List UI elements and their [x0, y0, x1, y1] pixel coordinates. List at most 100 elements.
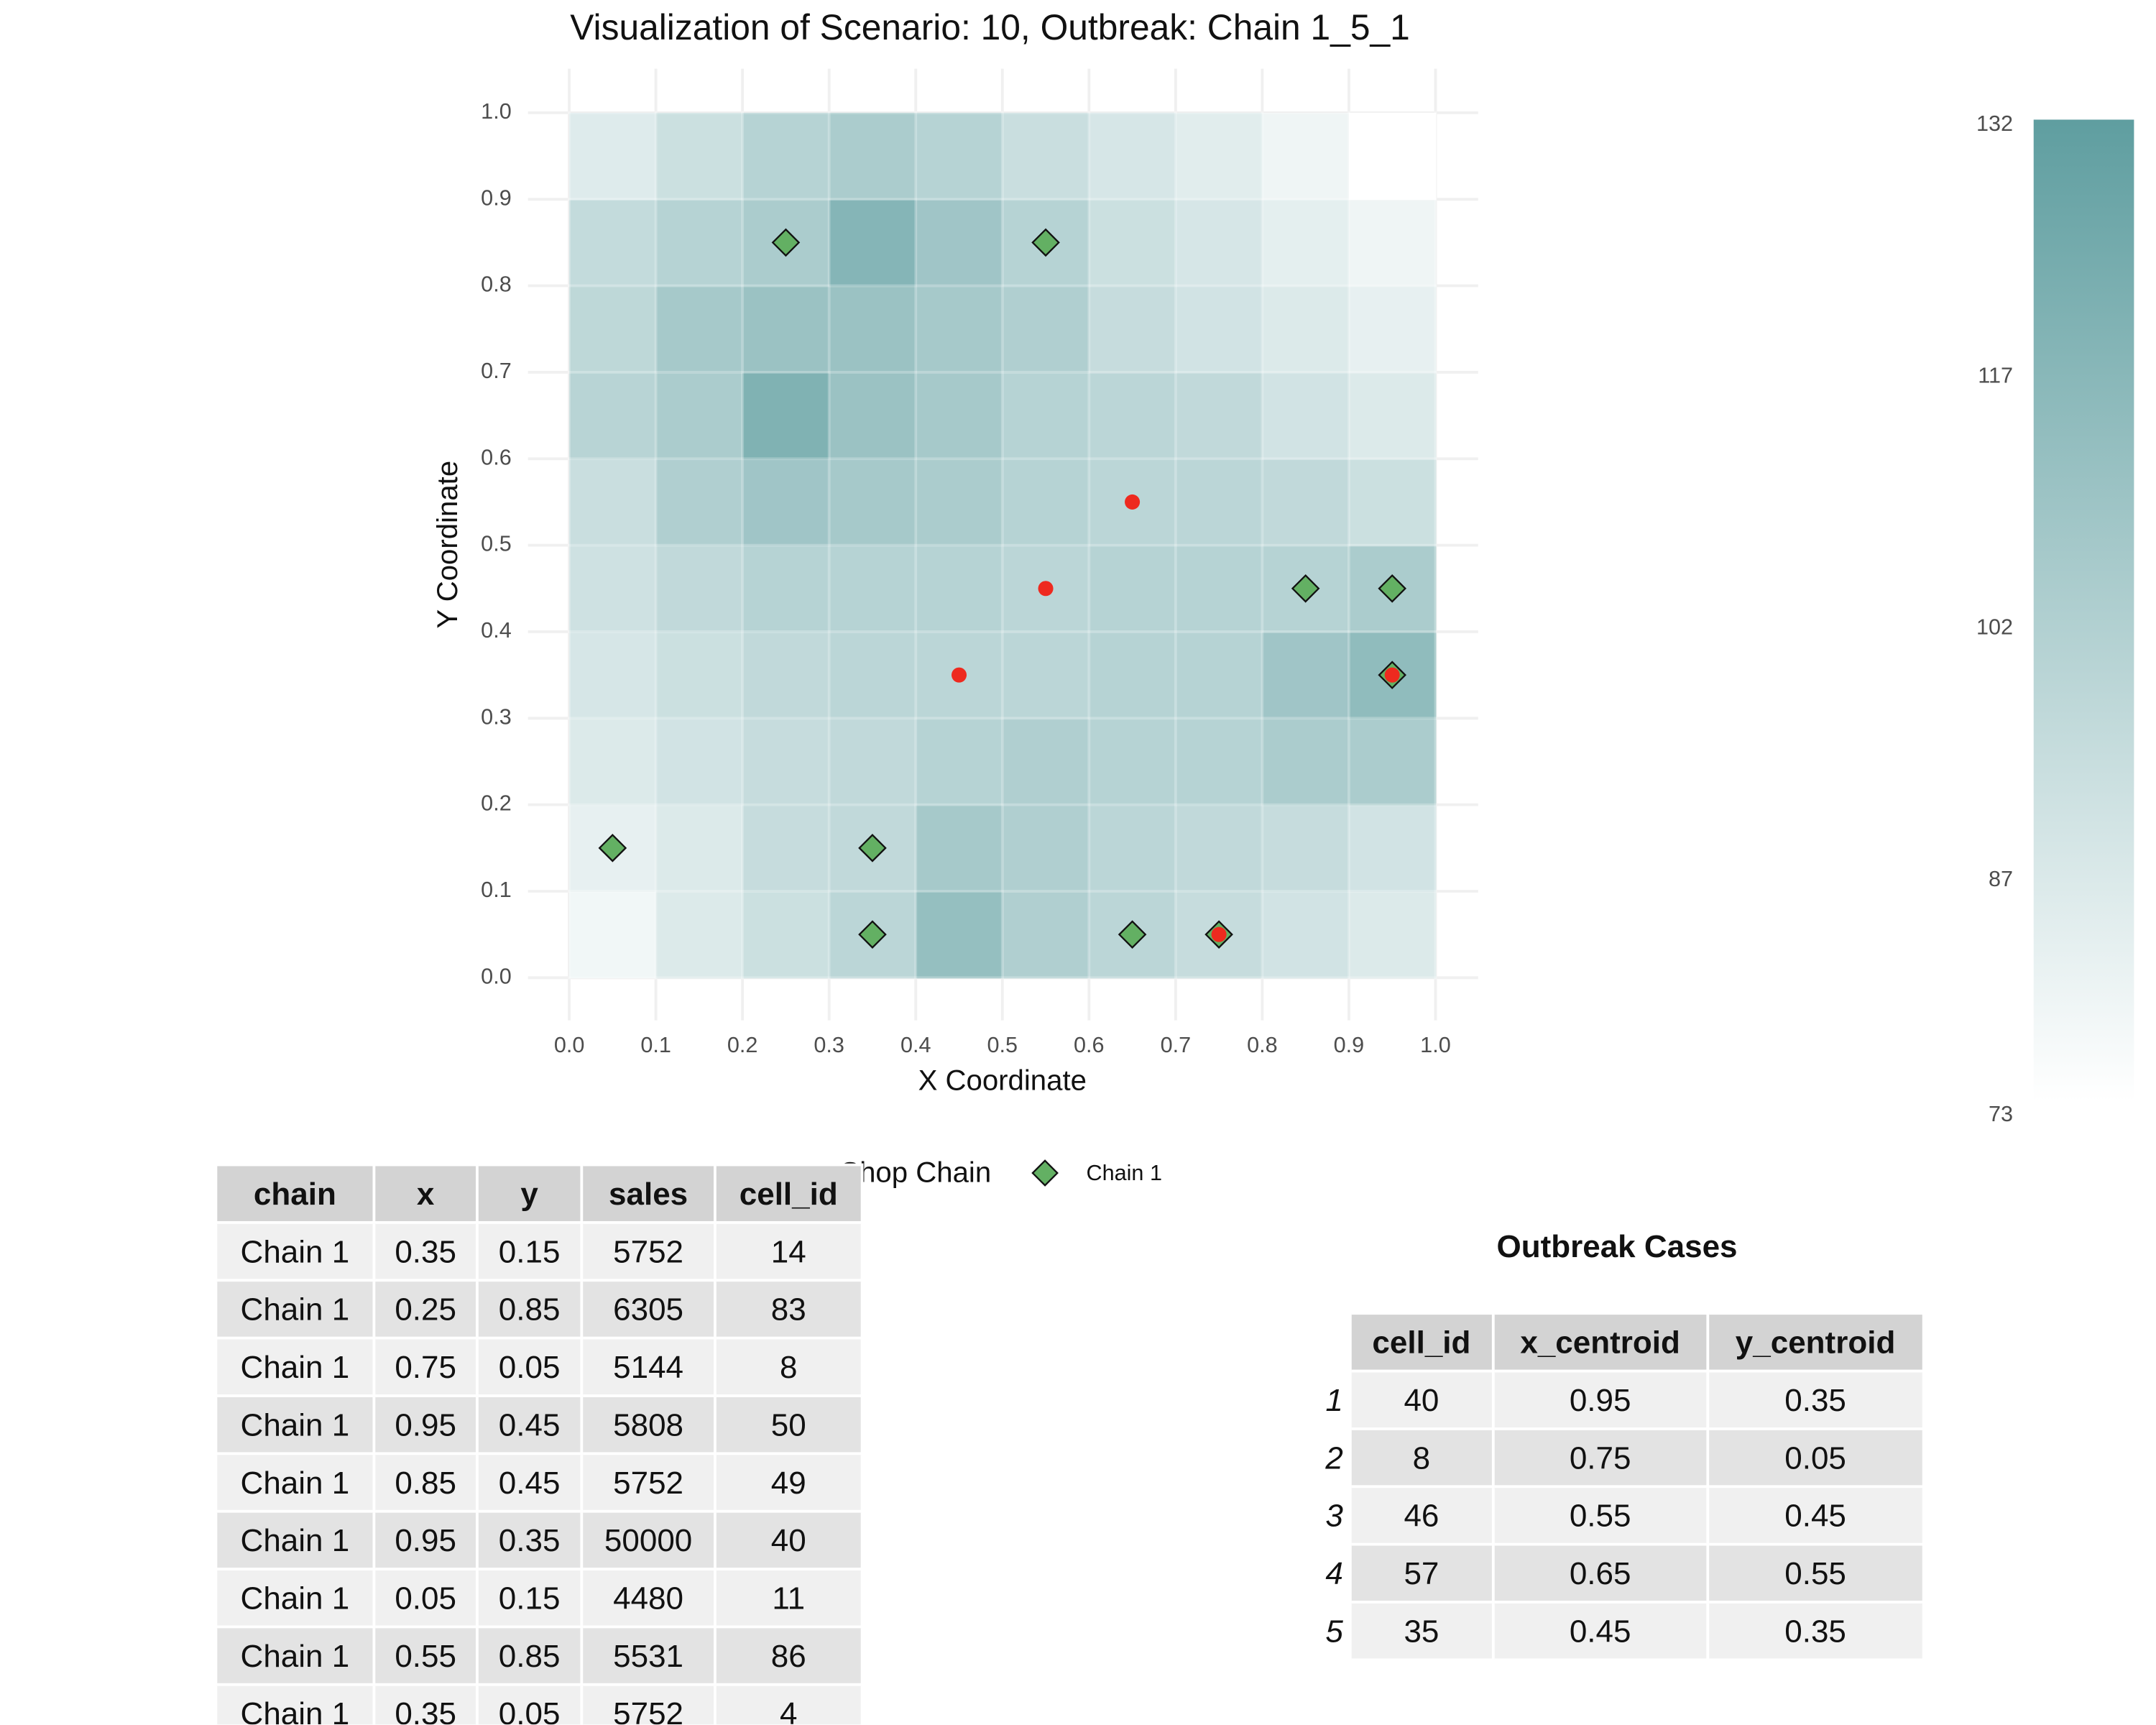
shop-point	[1031, 228, 1060, 257]
heatmap-cell	[655, 372, 744, 460]
heatmap-cell	[1089, 372, 1176, 460]
heatmap-cell	[1262, 459, 1350, 546]
table-row: Chain 1 0.75 0.05 5144 8	[214, 1336, 864, 1397]
heatmap-cell	[829, 718, 917, 806]
table-cell: Chain 1	[214, 1220, 376, 1282]
table-cell: 8	[713, 1336, 864, 1397]
heatmap-cell	[742, 631, 830, 719]
heatmap-cell	[1348, 372, 1437, 460]
table-row: Chain 1 0.35 0.05 5752 4	[214, 1683, 864, 1725]
heatmap-cell	[655, 631, 744, 719]
y-tick-label: 0.7	[481, 359, 512, 383]
y-tick-label: 0.4	[481, 618, 512, 643]
heatmap-cell	[1348, 459, 1437, 546]
row-name: 5	[1317, 1601, 1352, 1662]
corner	[1317, 1312, 1352, 1373]
y-tick-label: 0.6	[481, 445, 512, 469]
table-row: Chain 1 0.25 0.85 6305 83	[214, 1279, 864, 1340]
table-cell: Chain 1	[214, 1509, 376, 1570]
table-cell: 5144	[580, 1336, 717, 1397]
chart-title: Visualization of Scenario: 10, Outbreak:…	[570, 7, 1410, 47]
x-tick-label: 0.2	[727, 1033, 758, 1057]
heatmap-cell	[916, 199, 1003, 287]
heatmap-cell	[742, 459, 830, 546]
heatmap-cell	[569, 891, 657, 979]
shop-point	[1118, 920, 1147, 949]
heatmap-cell	[916, 718, 1003, 806]
heatmap-cell	[655, 891, 744, 979]
heatmap-cell	[1348, 718, 1437, 806]
shop-point	[598, 834, 627, 862]
colorbar-tick-label: 102	[1976, 615, 2013, 640]
heatmap-cell	[655, 804, 744, 892]
heatmap-cell	[655, 718, 744, 806]
heatmap-cell	[1002, 285, 1090, 373]
column-header: x_centroid	[1491, 1312, 1709, 1373]
y-tick-label: 0.5	[481, 532, 512, 556]
heatmap-cell	[1175, 804, 1263, 892]
table-cell: 83	[713, 1279, 864, 1340]
table-cell: 4	[713, 1683, 864, 1725]
table-cell: 0.35	[1705, 1369, 1925, 1430]
column-header: cell_id	[713, 1163, 864, 1224]
y-tick-label: 0.9	[481, 185, 512, 210]
table-cell: 5752	[580, 1683, 717, 1725]
row-name: 1	[1317, 1369, 1352, 1430]
heatmap-cell	[1348, 891, 1437, 979]
heatmap-cell	[1348, 112, 1437, 201]
heatmap-cell	[1175, 718, 1263, 806]
x-tick-label: 0.8	[1247, 1033, 1278, 1057]
heatmap-cell	[1175, 459, 1263, 546]
heatmap-cell	[1089, 199, 1176, 287]
colorbar-tick-label: 87	[1989, 867, 2013, 891]
table-row: Chain 1 0.95 0.45 5808 50	[214, 1394, 864, 1455]
header-row: cell_id x_centroid y_centroid	[1317, 1312, 1925, 1373]
table-cell: 0.05	[475, 1336, 584, 1397]
row-name: 3	[1317, 1485, 1352, 1546]
table-cell: 0.95	[372, 1394, 479, 1455]
heatmap-cell	[1262, 372, 1350, 460]
table-head: chain x y sales cell_id	[214, 1163, 864, 1224]
outbreak-point	[951, 667, 967, 683]
y-axis-label: Y Coordinate	[431, 461, 464, 629]
x-tick-label: 0.4	[900, 1033, 931, 1057]
table-cell: 0.55	[372, 1625, 479, 1686]
x-axis-label: X Coordinate	[918, 1064, 1087, 1096]
heatmap-cell	[742, 372, 830, 460]
table-row: Chain 1 0.35 0.15 5752 14	[214, 1220, 864, 1282]
table: cell_id x_centroid y_centroid 1 40 0.95 0.35 2 8…	[1317, 1312, 1925, 1662]
column-header: y_centroid	[1705, 1312, 1925, 1373]
x-tick-label: 0.1	[640, 1033, 671, 1057]
table-cell: 86	[713, 1625, 864, 1686]
outbreak-point	[1125, 494, 1141, 510]
heatmap-cell	[829, 112, 917, 201]
table-cell: 40	[1348, 1369, 1495, 1430]
y-tick-label: 1.0	[481, 99, 512, 124]
heatmap-cell	[1348, 285, 1437, 373]
heatmap-cell	[569, 372, 657, 460]
row-name: 2	[1317, 1427, 1352, 1489]
shop-point	[858, 834, 887, 862]
colorbar-tick-label: 117	[1978, 363, 2013, 387]
table-row: Chain 1 0.95 0.35 50000 40	[214, 1509, 864, 1570]
table-cell: 5531	[580, 1625, 717, 1686]
y-tick-label: 0.2	[481, 791, 512, 816]
heatmap-cell	[1089, 631, 1176, 719]
heatmap-cell	[829, 545, 917, 632]
table-cell: 0.55	[1491, 1485, 1709, 1546]
heatmap-cell	[1002, 372, 1090, 460]
heatmap-cell	[1175, 199, 1263, 287]
table-cell: 35	[1348, 1601, 1495, 1662]
table-cell: 0.45	[1491, 1601, 1709, 1662]
table-cell: 0.05	[372, 1568, 479, 1629]
table-cell: 8	[1348, 1427, 1495, 1489]
heatmap-cell	[1262, 804, 1350, 892]
y-tick-label: 0.8	[481, 272, 512, 297]
legend-key	[1031, 1159, 1059, 1187]
heatmap-cell	[742, 891, 830, 979]
table-cell: 0.35	[475, 1509, 584, 1570]
heatmap-cell	[569, 112, 657, 201]
outbreak-point	[1038, 581, 1054, 597]
table-cell: 14	[713, 1220, 864, 1282]
table-cell: Chain 1	[214, 1452, 376, 1513]
